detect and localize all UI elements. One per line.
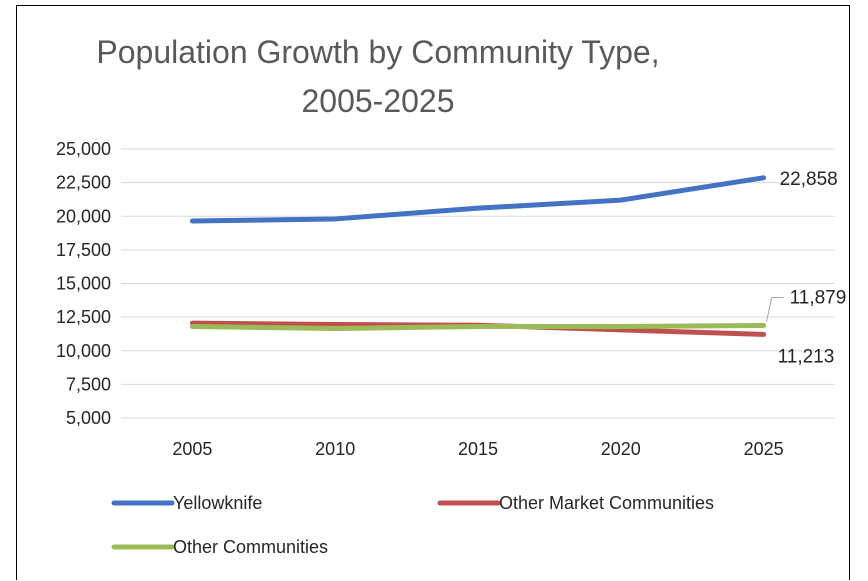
line-chart: Population Growth by Community Type, 200… [56,34,847,557]
data-label-end: 22,858 [780,169,838,190]
data-label-end: 11,879 [790,287,847,308]
y-axis: 5,000 7,500 10,000 12,500 15,000 17,500 20,000… [56,139,111,428]
legend: Yellowknife Other Market Communities Other… [111,493,714,557]
chart-title-line-2: 2005-2025 [301,83,454,119]
gridlines [121,148,835,419]
y-tick-label: 20,000 [56,206,111,226]
x-tick-label: 2005 [172,439,212,459]
legend-label: Other Communities [173,537,328,557]
legend-label: Other Market Communities [499,493,714,513]
y-tick-label: 25,000 [56,139,111,159]
y-tick-label: 17,500 [56,240,111,260]
y-tick-label: 15,000 [56,274,111,294]
series-line-yellowknife [189,175,767,224]
x-axis: 2005 2010 2015 2020 2025 [172,439,783,459]
y-tick-label: 5,000 [66,408,111,428]
x-tick-label: 2025 [744,439,784,459]
chart-title-line-1: Population Growth by Community Type, [96,34,659,70]
series-lines [189,175,767,337]
leader-line [766,296,784,322]
x-tick-label: 2010 [315,439,355,459]
y-tick-label: 12,500 [56,307,111,327]
series-line-other-communities [189,322,767,332]
y-tick-label: 10,000 [56,341,111,361]
x-tick-label: 2015 [458,439,498,459]
x-tick-label: 2020 [601,439,641,459]
chart-frame: Population Growth by Community Type, 200… [16,5,850,580]
y-tick-label: 22,500 [56,173,111,193]
data-label-end: 11,213 [778,346,835,367]
data-labels: 22,858 11,213 11,879 [766,169,847,367]
legend-label: Yellowknife [173,493,262,513]
y-tick-label: 7,500 [66,374,111,394]
chart-title: Population Growth by Community Type, 200… [96,34,659,119]
